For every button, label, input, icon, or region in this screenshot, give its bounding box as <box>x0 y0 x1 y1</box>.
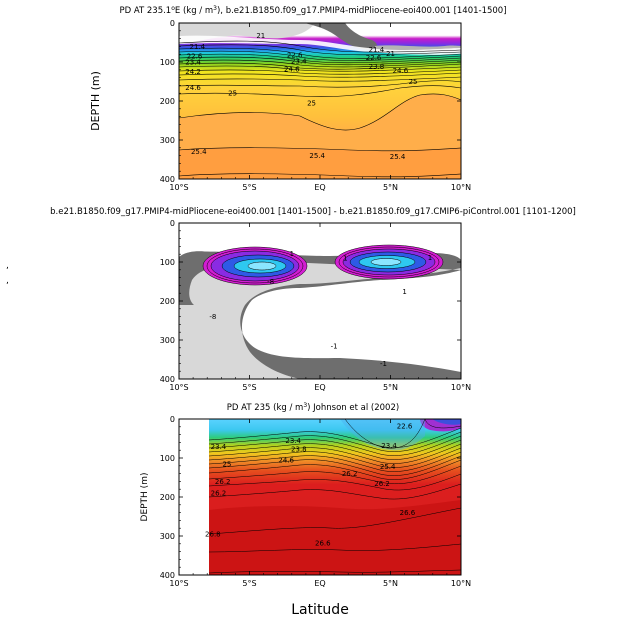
contour-label: -1 <box>331 342 338 350</box>
contour-label: 25.4 <box>390 153 406 161</box>
x-tick-label: 5°S <box>242 383 256 392</box>
contour-label: 26.2 <box>374 480 390 488</box>
contour-label: 21 <box>386 50 395 58</box>
contour-label: 23.4 <box>211 443 227 451</box>
y-tick-label: 400 <box>160 175 175 184</box>
y-tick-label: 400 <box>160 571 175 580</box>
contour-label: 25 <box>307 99 316 107</box>
contour-label: 24.6 <box>278 456 294 464</box>
y-tick-label: 200 <box>160 493 175 502</box>
contour-label: 1 <box>290 250 294 258</box>
contour-label: 22.6 <box>187 52 203 60</box>
contour-label: 23.8 <box>369 63 385 71</box>
x-tick-label: EQ <box>314 579 325 588</box>
contour-label: 22.6 <box>366 54 382 62</box>
panel-1-ylabel: DEPTH (m) <box>89 71 102 131</box>
y-tick-label: 300 <box>160 136 175 145</box>
contour-label: 25 <box>409 78 418 86</box>
contour-label: 26.2 <box>211 490 227 498</box>
x-tick-label: 10°N <box>451 383 471 392</box>
y-tick-label: 200 <box>160 297 175 306</box>
y-tick-label: 100 <box>160 58 175 67</box>
contour-label: -8 <box>209 313 216 321</box>
panel-1: PD AT 235.1oE (kg / m3), b.e21.B1850.f09… <box>89 5 507 193</box>
panel-3-contour-labels: 22.623.423.423.8 23.425 24.625.426.226.226… <box>205 423 416 548</box>
contour-label: 23.4 <box>291 58 307 66</box>
x-tick-label: 10°S <box>169 183 188 192</box>
contour-label: 26.2 <box>215 478 231 486</box>
contour-label: 23.4 <box>185 59 201 67</box>
panel-1-contours <box>179 40 461 178</box>
contour-label: 22.6 <box>397 423 413 431</box>
contour-label: 26.2 <box>342 470 358 478</box>
panel-3-title: PD AT 235 (kg / m3) Johnson et al (2002) <box>227 402 399 414</box>
contour-label: 25 <box>228 90 237 98</box>
x-tick-label: 5°S <box>242 183 256 192</box>
x-tick-label: EQ <box>314 183 325 192</box>
panel-2-contour-labels: 1 1 1 -8 -8 -1 -1 1 <box>209 250 432 368</box>
y-tick-label: 0 <box>170 219 175 228</box>
contour-label: 25.4 <box>191 148 207 156</box>
contour-label: 26.8 <box>205 531 221 539</box>
x-tick-label: 10°N <box>451 579 471 588</box>
y-tick-label: 300 <box>160 336 175 345</box>
contour-label: 24.6 <box>284 66 300 74</box>
panel-3-contours <box>208 419 461 574</box>
contour-label: 21 <box>256 32 265 40</box>
side-mark: , <box>6 276 9 286</box>
x-tick-label: 5°N <box>383 383 398 392</box>
y-tick-label: 200 <box>160 97 175 106</box>
contour-label: 22.6 <box>287 51 303 59</box>
contour-label: 21.4 <box>190 43 206 51</box>
x-tick-label: 5°N <box>383 579 398 588</box>
contour-label: 23.4 <box>285 437 301 445</box>
contour-label: 23.8 <box>291 446 307 454</box>
contour-label: 21.4 <box>369 46 385 54</box>
contour-label: 25 <box>222 460 231 468</box>
y-tick-label: 100 <box>160 454 175 463</box>
contour-label: 25.4 <box>309 152 325 160</box>
contour-label: 1 <box>402 288 406 296</box>
panel-2: b.e21.B1850.f09_g17.PMIP4-midPliocene-eo… <box>50 207 576 392</box>
panel-1-title: PD AT 235.1oE (kg / m3), b.e21.B1850.f09… <box>119 5 506 17</box>
y-tick-label: 400 <box>160 375 175 384</box>
contour-label: 24.2 <box>185 68 201 76</box>
y-tick-label: 300 <box>160 532 175 541</box>
contour-label: 26.6 <box>400 509 416 517</box>
side-mark: , <box>6 261 9 271</box>
x-tick-label: 5°S <box>242 579 256 588</box>
contour-label: 25.4 <box>380 463 396 471</box>
y-tick-label: 0 <box>170 415 175 424</box>
contour-label: -1 <box>380 360 387 368</box>
x-tick-label: 10°S <box>169 383 188 392</box>
contour-label: 1 <box>428 254 432 262</box>
panel-2-contours <box>202 244 444 286</box>
x-tick-label: EQ <box>314 383 325 392</box>
y-tick-label: 0 <box>170 19 175 28</box>
contour-label: 23.4 <box>381 442 397 450</box>
panel-3: PD AT 235 (kg / m3) Johnson et al (2002) <box>140 402 471 589</box>
panel-3-field <box>179 419 461 575</box>
contour-label: 1 <box>343 255 347 263</box>
contour-label: 24.6 <box>393 67 409 75</box>
contour-label: 24.6 <box>185 84 201 92</box>
panel-2-title: b.e21.B1850.f09_g17.PMIP4-midPliocene-eo… <box>50 207 576 217</box>
x-tick-label: 5°N <box>383 183 398 192</box>
contour-label: 26.6 <box>315 540 331 548</box>
x-tick-label: 10°N <box>451 183 471 192</box>
contour-label: -8 <box>267 278 274 286</box>
y-tick-label: 100 <box>160 258 175 267</box>
panel-2-field <box>179 223 461 379</box>
x-tick-label: 10°S <box>169 579 188 588</box>
figure-xlabel: Latitude <box>291 602 349 618</box>
panel-3-ylabel: DEPTH (m) <box>140 473 150 522</box>
